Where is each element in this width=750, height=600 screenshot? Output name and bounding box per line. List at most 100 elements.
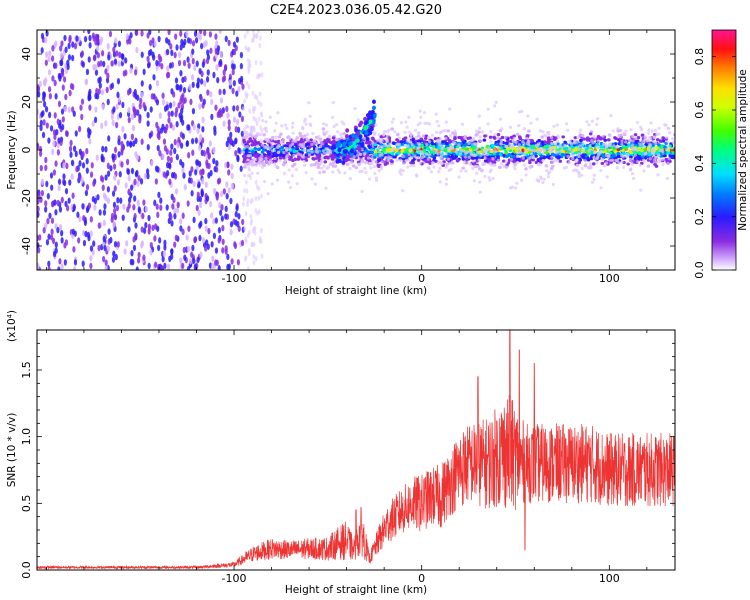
y-tick-label: -20: [20, 189, 33, 207]
spectrogram-cell: [558, 144, 562, 148]
spectrogram-cell: [319, 139, 323, 143]
spectrogram-cell: [248, 153, 253, 158]
spectrogram-cell: [78, 160, 82, 167]
spectrogram-cell: [120, 140, 124, 148]
spectrogram-x-ticks: -100 0 100: [45, 30, 648, 285]
spectrogram-cell: [582, 137, 586, 141]
spectrogram-cell: [220, 215, 224, 222]
spectrogram-cell: [553, 142, 558, 146]
spectrogram-cell: [599, 186, 603, 190]
spectrogram-cell: [279, 132, 283, 136]
spectrogram-cell: [243, 127, 246, 133]
spectrogram-cell: [160, 265, 164, 270]
spectrogram-cell: [180, 114, 184, 121]
spectrogram-cell: [444, 182, 449, 186]
spectrogram-cell: [285, 141, 290, 145]
spectrogram-cell: [133, 178, 137, 186]
spectrogram-cell: [95, 87, 99, 95]
spectrogram-cell: [607, 148, 611, 152]
spectrogram-cell: [255, 153, 259, 157]
spectrogram-cell: [255, 120, 259, 127]
spectrogram-cell: [71, 54, 75, 62]
spectrogram-cell: [418, 121, 422, 125]
spectrogram-cell: [254, 162, 258, 167]
spectrogram-cell: [221, 238, 225, 245]
spectrogram-cell: [664, 157, 669, 162]
spectrogram-cell: [195, 204, 199, 212]
spectrogram-cell: [112, 46, 116, 53]
spectrogram-cell: [109, 165, 113, 172]
spectrogram-cell: [483, 156, 487, 160]
spectrogram-cell: [600, 161, 605, 166]
spectrogram-cell: [187, 152, 191, 159]
spectrogram-cell: [198, 67, 202, 75]
spectrogram-cell: [116, 78, 121, 85]
spectrogram-cell: [115, 103, 119, 110]
spectrogram-cell: [464, 169, 468, 173]
spectrogram-cell: [205, 195, 210, 202]
spectrogram-cell: [93, 54, 97, 61]
spectrogram-cell: [74, 130, 78, 137]
spectrogram-cell: [156, 125, 160, 133]
spectrogram-cell: [46, 193, 50, 200]
spectrogram-cell: [191, 57, 195, 65]
x-tick-label: 100: [599, 272, 620, 285]
spectrogram-cell: [527, 147, 531, 151]
spectrogram-cell: [179, 159, 183, 166]
spectrogram-cell: [198, 103, 202, 110]
spectrogram-cell: [473, 143, 477, 147]
spectrogram-cell: [581, 142, 585, 146]
spectrogram-cell: [568, 139, 572, 143]
spectrogram-cell: [135, 154, 139, 161]
spectrogram-cell: [332, 124, 336, 129]
spectrogram-cell: [562, 146, 567, 151]
spectrogram-cell: [85, 68, 90, 76]
spectrogram-cell: [537, 150, 541, 154]
spectrogram-cell: [110, 113, 114, 120]
spectrogram-cell: [273, 129, 277, 133]
spectrogram-cell: [383, 143, 387, 148]
spectrogram-cell: [281, 142, 285, 146]
spectrogram-cell: [572, 141, 576, 145]
spectrogram-cell: [38, 80, 43, 88]
spectrogram-cell: [165, 104, 169, 111]
spectrogram-cell: [188, 170, 192, 177]
spectrogram-cell: [51, 148, 55, 156]
spectrogram-cell: [229, 228, 233, 236]
spectrogram-cell: [545, 164, 549, 168]
spectrogram-cell: [232, 105, 236, 112]
spectrogram-cell: [181, 167, 185, 174]
spectrogram-cell: [196, 127, 200, 135]
spectrogram-cell: [345, 134, 350, 139]
spectrogram-cell: [273, 156, 277, 161]
spectrogram-cell: [129, 32, 133, 39]
spectrogram-cell: [257, 209, 261, 215]
spectrogram-cell: [250, 143, 255, 147]
spectrogram-cell: [543, 140, 547, 144]
spectrogram-cell: [226, 161, 230, 169]
spectrogram-cell: [473, 164, 477, 168]
spectrogram-cell: [146, 55, 150, 63]
spectrogram-cell: [113, 213, 117, 220]
spectrogram-cell: [179, 44, 183, 51]
spectrogram-cell: [116, 196, 120, 204]
spectrogram-cell: [637, 151, 641, 156]
spectrogram-cell: [578, 144, 582, 148]
spectrogram-cell: [159, 127, 164, 134]
spectrogram-cell: [205, 159, 209, 166]
spectrogram-cell: [243, 98, 246, 104]
spectrogram-cell: [93, 204, 97, 211]
spectrogram-cell: [493, 163, 497, 167]
spectrogram-cell: [113, 174, 117, 181]
spectrogram-cell: [39, 124, 43, 132]
spectrogram-cell: [47, 233, 51, 240]
spectrogram-cell: [550, 141, 554, 146]
spectrogram-cell: [214, 48, 218, 55]
spectrogram-cell: [530, 152, 534, 156]
spectrogram-cell: [508, 125, 513, 129]
spectrogram-cell: [304, 153, 309, 157]
spectrogram-cell: [406, 144, 410, 148]
spectrogram-cell: [249, 198, 253, 205]
spectrogram-cell: [289, 155, 294, 159]
